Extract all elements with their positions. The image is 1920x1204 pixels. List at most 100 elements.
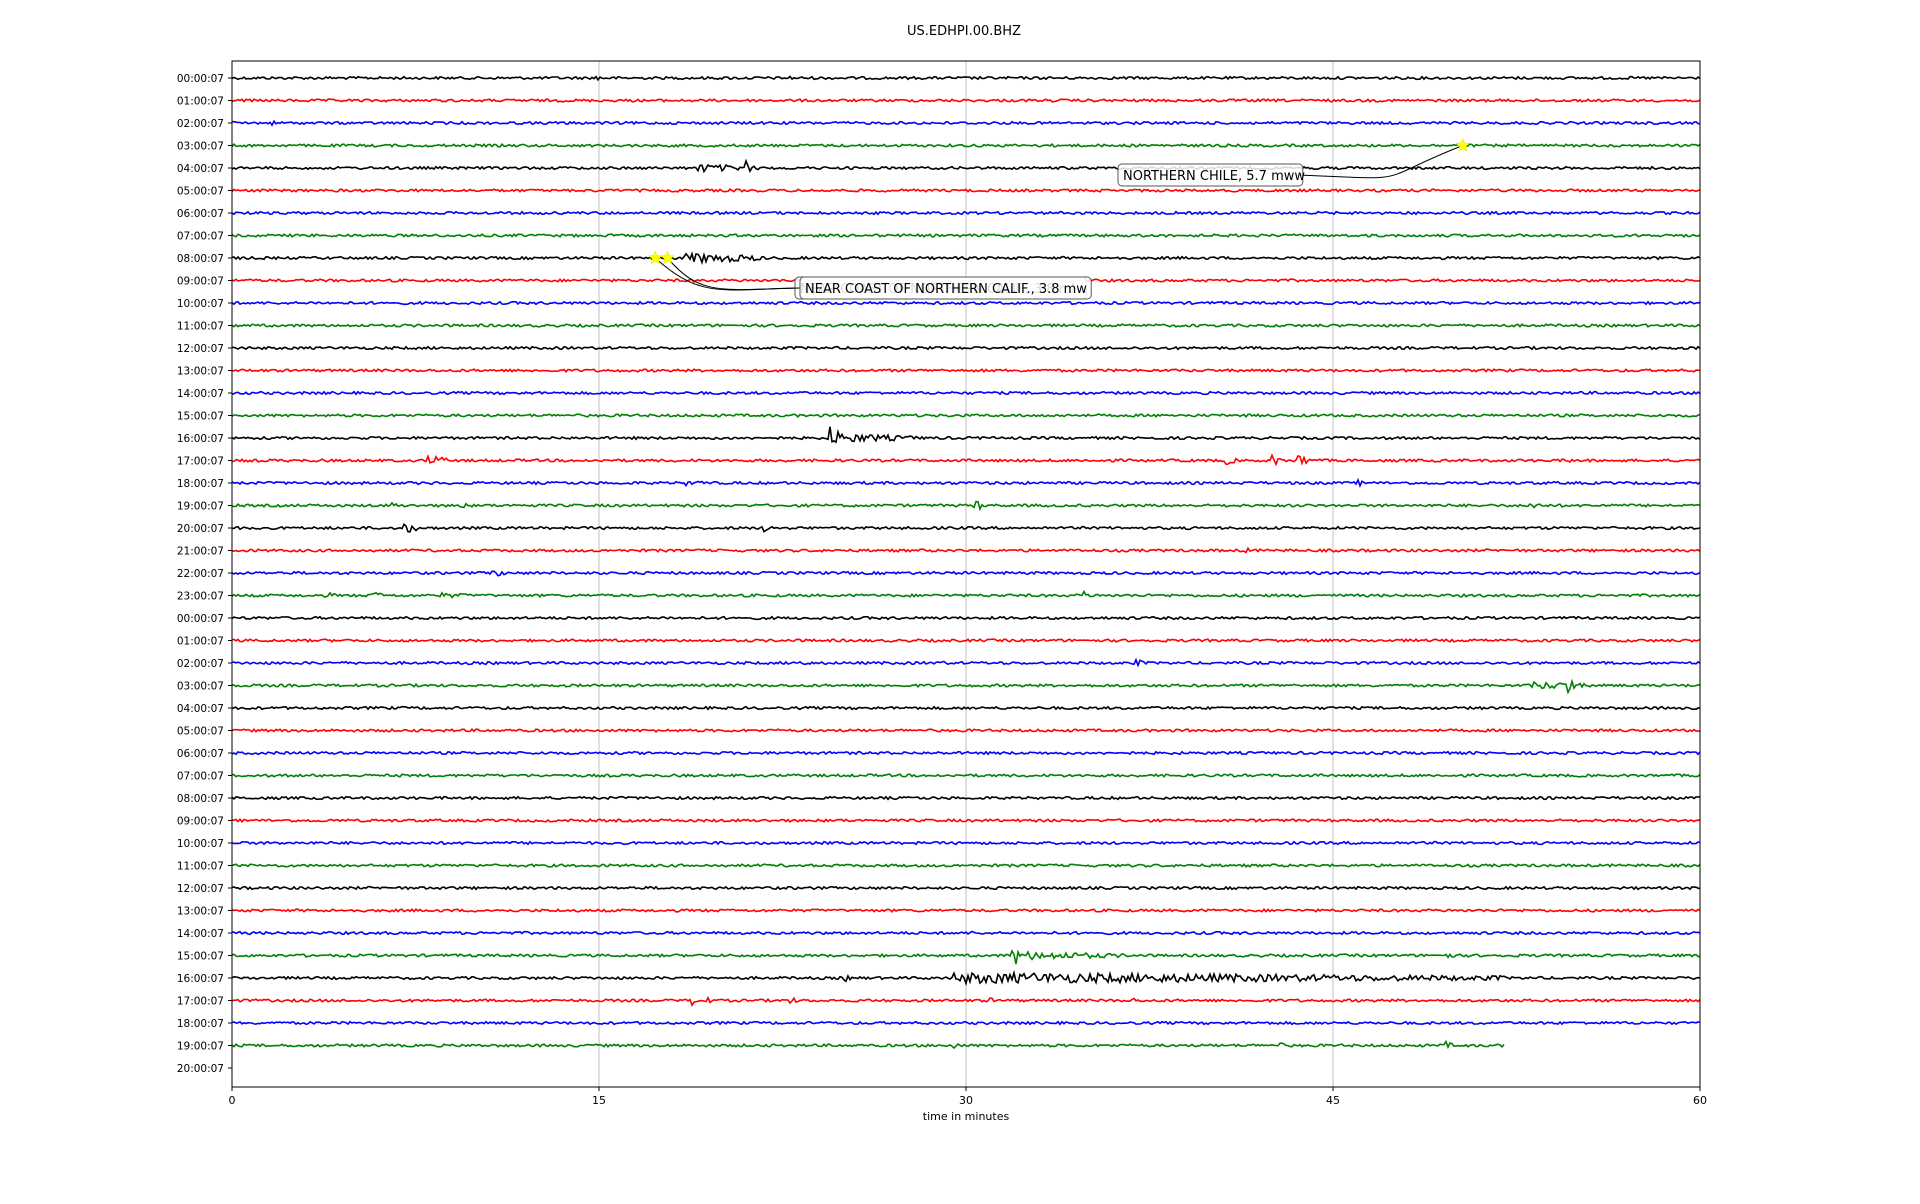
trace-line <box>231 750 1701 756</box>
annotation-connector <box>1296 145 1463 179</box>
chart-title: US.EDHPI.00.BHZ <box>907 24 1021 39</box>
trace-line <box>231 413 1701 419</box>
event-star-icon <box>647 250 663 265</box>
y-tick-label: 04:00:07 <box>177 703 224 715</box>
y-tick-label: 19:00:07 <box>177 1041 224 1053</box>
trace-line <box>231 158 1701 174</box>
y-tick-label: 13:00:07 <box>177 366 224 378</box>
event-star-icon <box>660 250 675 265</box>
x-tick-label: 60 <box>1693 1094 1707 1107</box>
trace-line <box>232 818 1701 824</box>
y-tick-label: 11:00:07 <box>177 861 224 873</box>
trace-line <box>231 232 1701 239</box>
y-tick-label: 20:00:07 <box>177 1063 224 1075</box>
annotation-box <box>1117 163 1304 187</box>
trace-line <box>231 795 1701 801</box>
y-tick-label: 19:00:07 <box>177 501 224 513</box>
trace-line <box>231 210 1701 216</box>
y-tick-label: 12:00:07 <box>177 883 224 895</box>
plot-frame <box>231 60 1701 1088</box>
annotation-connector <box>654 257 796 291</box>
y-tick-label: 08:00:07 <box>177 793 224 805</box>
y-tick-label: 01:00:07 <box>177 636 224 648</box>
y-tick-label: 01:00:07 <box>177 96 224 108</box>
y-tick-label: 03:00:07 <box>177 141 224 153</box>
trace-line <box>231 638 1701 644</box>
trace-line <box>231 589 1701 599</box>
y-tick-label: 09:00:07 <box>177 816 224 828</box>
trace-line <box>231 908 1701 913</box>
annotation-box <box>799 276 1092 300</box>
y-tick-label: 23:00:07 <box>177 591 224 603</box>
y-tick-label: 06:00:07 <box>177 208 224 220</box>
y-tick-label: 07:00:07 <box>177 231 224 243</box>
y-tick-label: 09:00:07 <box>177 276 224 288</box>
y-tick-label: 22:00:07 <box>177 568 224 580</box>
y-tick-label: 02:00:07 <box>177 658 224 670</box>
trace-line <box>231 615 1701 621</box>
y-tick-label: 13:00:07 <box>177 906 224 918</box>
x-tick-label: 0 <box>229 1094 236 1107</box>
y-tick-label: 05:00:07 <box>177 726 224 738</box>
trace-line <box>231 705 1701 711</box>
y-tick-label: 17:00:07 <box>177 456 224 468</box>
trace-line <box>231 863 1701 868</box>
y-tick-label: 03:00:07 <box>177 681 224 693</box>
trace-line <box>231 1020 1701 1026</box>
x-tick-label: 30 <box>959 1094 973 1107</box>
trace-line <box>231 251 1701 266</box>
x-tick-label: 45 <box>1326 1094 1340 1107</box>
x-axis-ticks: 0 15 30 45 60 <box>229 1087 1707 1107</box>
trace-line <box>231 188 1701 193</box>
y-tick-label: 00:00:07 <box>177 73 224 85</box>
x-axis-label: time in minutes <box>923 1110 1010 1123</box>
y-tick-label: 04:00:07 <box>177 163 224 175</box>
trace-line <box>231 657 1701 668</box>
trace-line <box>231 390 1701 396</box>
trace-line <box>231 368 1701 374</box>
trace-line <box>231 75 1701 82</box>
y-tick-label: 16:00:07 <box>177 433 224 445</box>
y-tick-label: 21:00:07 <box>177 546 224 558</box>
trace-line <box>231 885 1701 891</box>
y-tick-label: 02:00:07 <box>177 118 224 130</box>
y-tick-label: 16:00:07 <box>177 973 224 985</box>
y-tick-label: 15:00:07 <box>177 951 224 963</box>
y-tick-label: 06:00:07 <box>177 748 224 760</box>
trace-line <box>232 345 1701 351</box>
y-tick-label: 10:00:07 <box>177 838 224 850</box>
y-tick-label: 08:00:07 <box>177 253 224 265</box>
trace-line <box>231 142 1701 149</box>
y-tick-label: 12:00:07 <box>177 343 224 355</box>
trace-line <box>231 728 1701 734</box>
trace-line <box>232 119 1701 127</box>
y-tick-label: 20:00:07 <box>177 523 224 535</box>
y-tick-label: 10:00:07 <box>177 298 224 310</box>
trace-line <box>231 969 1701 987</box>
annotation-label: NORTHERN CHILE, 5.7 mww <box>1123 169 1305 184</box>
event-annotations: NORTHERN CHILE, 5.7 mww NEAR COAST OF NOR… <box>647 137 1470 300</box>
trace-line <box>231 500 1701 512</box>
y-tick-label: 07:00:07 <box>177 771 224 783</box>
y-tick-label: 15:00:07 <box>177 411 224 423</box>
trace-line <box>231 995 1701 1007</box>
trace-line <box>231 678 1701 695</box>
trace-line <box>231 773 1701 778</box>
event-star-icon <box>1455 137 1470 152</box>
trace-line <box>231 453 1701 467</box>
trace-line <box>231 546 1701 554</box>
trace-line <box>231 323 1701 328</box>
y-tick-label: 18:00:07 <box>177 478 224 490</box>
trace-line <box>231 426 1701 444</box>
annotation-label: NEAR COAST OF NORTHERN CALIF., 3.8 mw <box>805 282 1087 297</box>
trace-line <box>231 949 1701 965</box>
y-axis-ticks: 00:00:07 01:00:07 02:00:07 03:00:07 04:00:07… <box>177 73 232 1075</box>
y-tick-label: 14:00:07 <box>177 388 224 400</box>
trace-line <box>231 98 1701 103</box>
trace-line <box>231 477 1701 488</box>
y-tick-label: 05:00:07 <box>177 186 224 198</box>
trace-line <box>231 1039 1505 1050</box>
x-tick-label: 15 <box>592 1094 606 1107</box>
